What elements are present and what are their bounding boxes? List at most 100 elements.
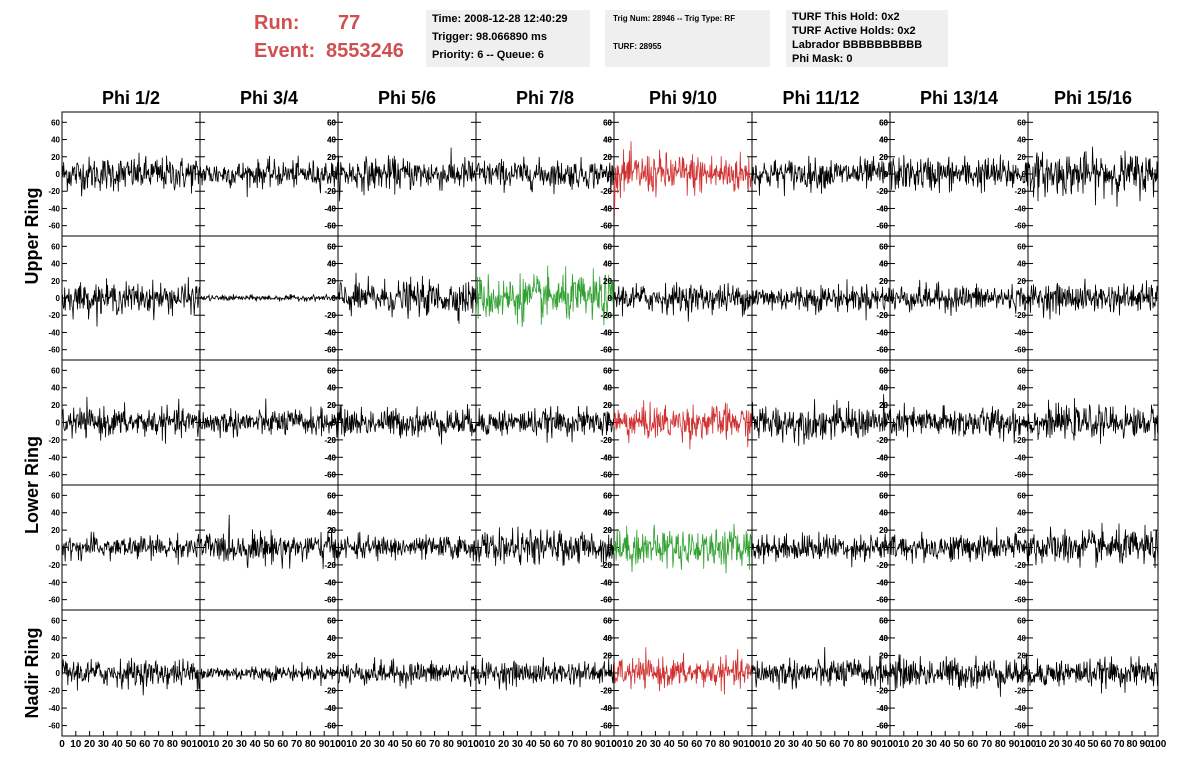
y-tick-label: -60: [324, 222, 336, 231]
y-tick-label: -20: [600, 561, 612, 570]
x-tick-label: 20: [222, 739, 234, 750]
waveform-r5-c1: [61, 657, 201, 696]
y-tick-label: 20: [327, 401, 336, 410]
y-tick-label: -60: [1014, 346, 1026, 355]
x-tick-label: 40: [526, 739, 538, 750]
x-tick-label: 40: [112, 739, 124, 750]
y-tick-label: -20: [876, 561, 888, 570]
y-tick-label: 40: [879, 260, 888, 269]
y-tick-label: -40: [876, 704, 888, 713]
x-tick-label: 80: [305, 739, 317, 750]
waveform-r2-c1: [61, 277, 201, 327]
x-tick-label: 0: [1025, 739, 1031, 750]
column-title-5: Phi 9/10: [649, 88, 717, 108]
y-tick-label: -20: [324, 687, 336, 696]
waveform-r2-c8: [1027, 278, 1159, 320]
y-tick-label: 0: [332, 170, 337, 179]
waveform-r1-c5: [613, 141, 753, 216]
y-tick-label: -60: [324, 596, 336, 605]
x-tick-label: 70: [981, 739, 993, 750]
y-tick-label: 40: [51, 509, 60, 518]
y-tick-label: 40: [879, 634, 888, 643]
x-tick-label: 20: [636, 739, 648, 750]
x-tick-label: 30: [926, 739, 938, 750]
turf-hold-text: TURF This Hold: 0x2: [792, 11, 900, 23]
y-tick-label: 20: [603, 277, 612, 286]
y-tick-label: 40: [327, 634, 336, 643]
y-tick-label: 0: [332, 294, 337, 303]
y-tick-label: 20: [327, 277, 336, 286]
y-tick-label: -40: [600, 328, 612, 337]
y-tick-label: 0: [332, 419, 337, 428]
y-tick-label: -60: [324, 471, 336, 480]
turf-num-text: TURF: 28955: [613, 42, 662, 51]
x-tick-label: 80: [719, 739, 731, 750]
x-tick-label: 80: [443, 739, 455, 750]
y-tick-label: 60: [327, 616, 336, 625]
y-tick-label: -60: [876, 471, 888, 480]
x-tick-label: 80: [167, 739, 179, 750]
y-tick-label: 60: [327, 366, 336, 375]
y-tick-label: 20: [603, 526, 612, 535]
x-tick-label: 40: [250, 739, 262, 750]
y-tick-label: -40: [876, 453, 888, 462]
y-tick-label: 20: [51, 277, 60, 286]
y-tick-label: -60: [600, 346, 612, 355]
waveform-r1-c3: [337, 147, 477, 202]
x-tick-label: 10: [70, 739, 82, 750]
x-tick-label: 60: [415, 739, 427, 750]
x-tick-label: 20: [360, 739, 372, 750]
y-tick-label: -20: [876, 187, 888, 196]
y-tick-label: 0: [56, 669, 61, 678]
waveform-r2-c2: [199, 293, 339, 302]
x-tick-label: 10: [622, 739, 634, 750]
y-tick-label: -40: [48, 704, 60, 713]
x-tick-label: 70: [429, 739, 441, 750]
y-tick-label: 40: [327, 136, 336, 145]
y-tick-label: 40: [603, 509, 612, 518]
y-tick-label: -40: [600, 204, 612, 213]
x-tick-label: 40: [802, 739, 814, 750]
y-tick-label: -20: [1014, 687, 1026, 696]
y-tick-label: 20: [879, 153, 888, 162]
waveform-r5-c6: [751, 647, 891, 690]
y-tick-label: 20: [879, 277, 888, 286]
y-tick-label: 0: [608, 669, 613, 678]
waveform-r3-c6: [751, 394, 891, 446]
x-tick-label: 30: [788, 739, 800, 750]
y-tick-label: -20: [876, 687, 888, 696]
x-tick-label: 0: [611, 739, 617, 750]
waveform-r4-c7: [889, 527, 1029, 564]
y-tick-label: 40: [603, 634, 612, 643]
waveform-r2-c3: [337, 272, 477, 324]
y-tick-label: -20: [600, 436, 612, 445]
trig-num-text: Trig Num: 28946 -- Trig Type: RF: [613, 14, 736, 23]
waveform-r4-c3: [337, 531, 477, 562]
y-tick-label: 20: [879, 526, 888, 535]
x-tick-label: 90: [1139, 739, 1151, 750]
y-tick-label: 20: [603, 651, 612, 660]
y-tick-label: 20: [1017, 651, 1026, 660]
y-tick-label: 60: [603, 242, 612, 251]
x-tick-label: 50: [815, 739, 827, 750]
y-tick-label: 40: [603, 384, 612, 393]
column-title-2: Phi 3/4: [240, 88, 298, 108]
x-tick-label: 90: [733, 739, 745, 750]
y-tick-label: 0: [332, 669, 337, 678]
y-tick-label: 0: [56, 419, 61, 428]
waveform-r2-c5: [613, 282, 753, 322]
y-tick-label: 40: [879, 384, 888, 393]
waveform-r5-c4: [475, 657, 615, 691]
event-label: Event:: [254, 40, 316, 62]
y-tick-label: 40: [327, 509, 336, 518]
y-tick-label: 60: [603, 616, 612, 625]
y-tick-label: 20: [603, 153, 612, 162]
y-tick-label: 40: [327, 509, 336, 518]
x-tick-label: 30: [98, 739, 110, 750]
y-tick-label: 60: [327, 616, 336, 625]
y-tick-label: 20: [327, 651, 336, 660]
y-tick-label: 40: [879, 509, 888, 518]
y-tick-label: -20: [324, 561, 336, 570]
y-tick-label: -40: [324, 453, 336, 462]
y-tick-label: -60: [600, 222, 612, 231]
